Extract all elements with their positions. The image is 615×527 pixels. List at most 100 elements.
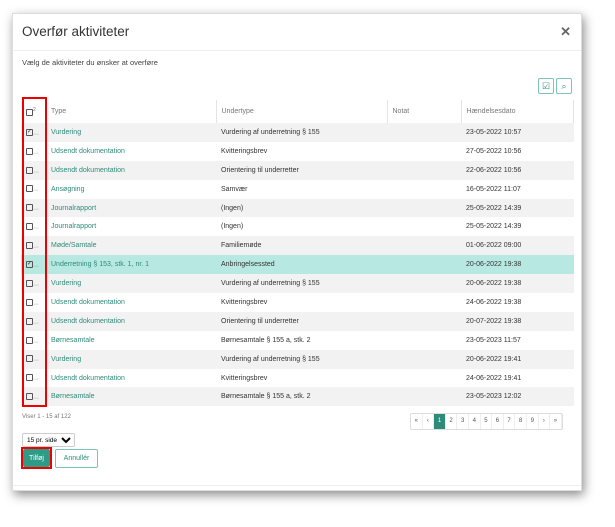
- activity-note: [387, 274, 461, 294]
- table-row[interactable]: ✓… Vurdering Vurdering af underretning §…: [21, 123, 574, 142]
- row-checkbox[interactable]: …: [21, 217, 46, 236]
- table-row[interactable]: … Journalrapport (Ingen) 25-05-2022 14:3…: [21, 217, 574, 236]
- page-button[interactable]: ›: [539, 414, 551, 429]
- activity-type-link[interactable]: Vurdering: [46, 349, 216, 369]
- row-checkbox[interactable]: …: [21, 142, 46, 161]
- table-row[interactable]: … Børnesamtale Børnesamtale § 155 a, stk…: [21, 387, 574, 407]
- page-button[interactable]: ‹: [423, 414, 435, 429]
- row-checkbox[interactable]: …: [21, 311, 46, 331]
- activity-type-link[interactable]: Udsendt dokumentation: [51, 374, 125, 382]
- select-all-checkbox[interactable]: 2: [21, 100, 46, 123]
- activity-subtype: Orientering til underretter: [216, 311, 387, 331]
- activity-note: [387, 217, 461, 236]
- activity-type-link[interactable]: Vurdering: [46, 274, 216, 294]
- activity-type-link[interactable]: Vurdering: [46, 123, 216, 142]
- table-row[interactable]: ✓… Underretning § 153, stk. 1, nr. 1 Anb…: [21, 255, 574, 275]
- page-button[interactable]: 3: [457, 414, 469, 429]
- column-note[interactable]: Notat: [387, 100, 462, 123]
- selected-count: 2: [33, 106, 36, 113]
- activity-note: [387, 160, 461, 180]
- activity-note: [387, 236, 461, 256]
- activity-note: [387, 311, 461, 331]
- activity-date: 24-06-2022 19:38: [466, 298, 522, 306]
- activity-type-link[interactable]: Journalrapport: [51, 223, 97, 231]
- activities-table: 2 Type Undertype Notat Hændelsesdato ✓… …: [21, 100, 574, 407]
- column-date[interactable]: Hændelsesdato: [461, 100, 574, 123]
- activity-date: 25-05-2022 14:39: [461, 198, 574, 218]
- column-subtype[interactable]: Undertype: [216, 100, 388, 123]
- table-row[interactable]: … Journalrapport (Ingen) 25-05-2022 14:3…: [21, 198, 574, 218]
- activity-note: [387, 293, 461, 312]
- activity-date: 01-06-2022 09:00: [461, 236, 574, 256]
- table-row[interactable]: … Vurdering Vurdering af underretning § …: [21, 349, 574, 369]
- column-type[interactable]: Type: [46, 100, 217, 123]
- activity-subtype: (Ingen): [216, 198, 387, 218]
- activity-note: [387, 331, 461, 350]
- add-button[interactable]: Tilføj: [23, 449, 50, 467]
- search-icon[interactable]: ⌕: [556, 78, 572, 94]
- activity-type-link[interactable]: Møde/Samtale: [46, 236, 216, 256]
- table-header: 2 Type Undertype Notat Hændelsesdato: [21, 100, 574, 123]
- page-button[interactable]: 2: [446, 414, 458, 429]
- activity-subtype: Anbringelsessted: [216, 255, 387, 275]
- pagination-info: Viser 1 - 15 af 122: [22, 414, 71, 420]
- checklist-icon[interactable]: ☑: [538, 78, 554, 94]
- row-checkbox[interactable]: …: [21, 236, 46, 256]
- page-button[interactable]: »: [550, 414, 562, 429]
- row-checkbox[interactable]: …: [21, 349, 46, 369]
- activity-note: [387, 123, 461, 142]
- cancel-button[interactable]: Annullér: [55, 449, 98, 468]
- row-checkbox[interactable]: …: [21, 198, 46, 218]
- activity-subtype: Kvitteringsbrev: [221, 298, 268, 306]
- activity-type-link[interactable]: Børnesamtale: [46, 387, 216, 407]
- row-checkbox[interactable]: ✓…: [21, 255, 46, 275]
- row-checkbox[interactable]: …: [21, 274, 46, 294]
- activity-subtype: Orientering til underretter: [216, 160, 387, 180]
- activity-date: 25-05-2022 14:39: [466, 223, 522, 231]
- activity-note: [387, 142, 461, 161]
- row-checkbox[interactable]: …: [21, 293, 46, 312]
- activity-type-link[interactable]: Ansøgning: [51, 185, 85, 193]
- page-button[interactable]: 4: [469, 414, 481, 429]
- row-checkbox[interactable]: …: [21, 180, 46, 199]
- page-size-select[interactable]: 15 pr. side: [22, 433, 75, 447]
- table-row[interactable]: … Møde/Samtale Familiemøde 01-06-2022 09…: [21, 236, 574, 256]
- activity-date: 23-05-2023 11:57: [466, 336, 521, 344]
- activity-type-link[interactable]: Underretning § 153, stk. 1, nr. 1: [46, 255, 216, 275]
- table-row[interactable]: … Udsendt dokumentation Kvitteringsbrev …: [21, 293, 574, 312]
- pagination: «‹ 1 2 3 4 5 6 7 8 9 ›»: [410, 413, 563, 430]
- activity-subtype: Børnesamtale § 155 a, stk. 2: [216, 387, 387, 407]
- activity-type-link[interactable]: Udsendt dokumentation: [51, 147, 125, 155]
- activity-type-link[interactable]: Udsendt dokumentation: [46, 160, 216, 180]
- table-row[interactable]: … Børnesamtale Børnesamtale § 155 a, stk…: [21, 331, 574, 350]
- activity-subtype: Vurdering af underretning § 155: [216, 274, 387, 294]
- activity-type-link[interactable]: Journalrapport: [46, 198, 216, 218]
- page-button[interactable]: «: [411, 414, 423, 429]
- table-row[interactable]: … Udsendt dokumentation Kvitteringsbrev …: [21, 369, 574, 388]
- activity-type-link[interactable]: Børnesamtale: [51, 336, 95, 344]
- page-button[interactable]: 8: [515, 414, 527, 429]
- page-button[interactable]: 1: [434, 414, 446, 429]
- divider: [13, 50, 581, 51]
- page-button[interactable]: 9: [527, 414, 539, 429]
- table-row[interactable]: … Udsendt dokumentation Orientering til …: [21, 160, 574, 180]
- activity-subtype: Vurdering af underretning § 155: [216, 349, 387, 369]
- activity-type-link[interactable]: Udsendt dokumentation: [46, 311, 216, 331]
- activity-note: [387, 255, 461, 275]
- row-checkbox[interactable]: …: [21, 387, 46, 407]
- table-row[interactable]: … Vurdering Vurdering af underretning § …: [21, 274, 574, 294]
- row-checkbox[interactable]: …: [21, 331, 46, 350]
- table-row[interactable]: … Udsendt dokumentation Kvitteringsbrev …: [21, 142, 574, 161]
- table-row[interactable]: … Udsendt dokumentation Orientering til …: [21, 311, 574, 331]
- close-icon[interactable]: ✕: [560, 24, 571, 39]
- activity-subtype: Samvær: [221, 185, 248, 193]
- row-checkbox[interactable]: …: [21, 160, 46, 180]
- activity-type-link[interactable]: Udsendt dokumentation: [51, 298, 125, 306]
- page-button[interactable]: 7: [504, 414, 516, 429]
- table-row[interactable]: … Ansøgning Samvær 16-05-2022 11:07: [21, 180, 574, 199]
- activity-note: [387, 387, 461, 407]
- row-checkbox[interactable]: …: [21, 369, 46, 388]
- page-button[interactable]: 5: [481, 414, 493, 429]
- page-button[interactable]: 6: [492, 414, 504, 429]
- row-checkbox[interactable]: ✓…: [21, 123, 46, 142]
